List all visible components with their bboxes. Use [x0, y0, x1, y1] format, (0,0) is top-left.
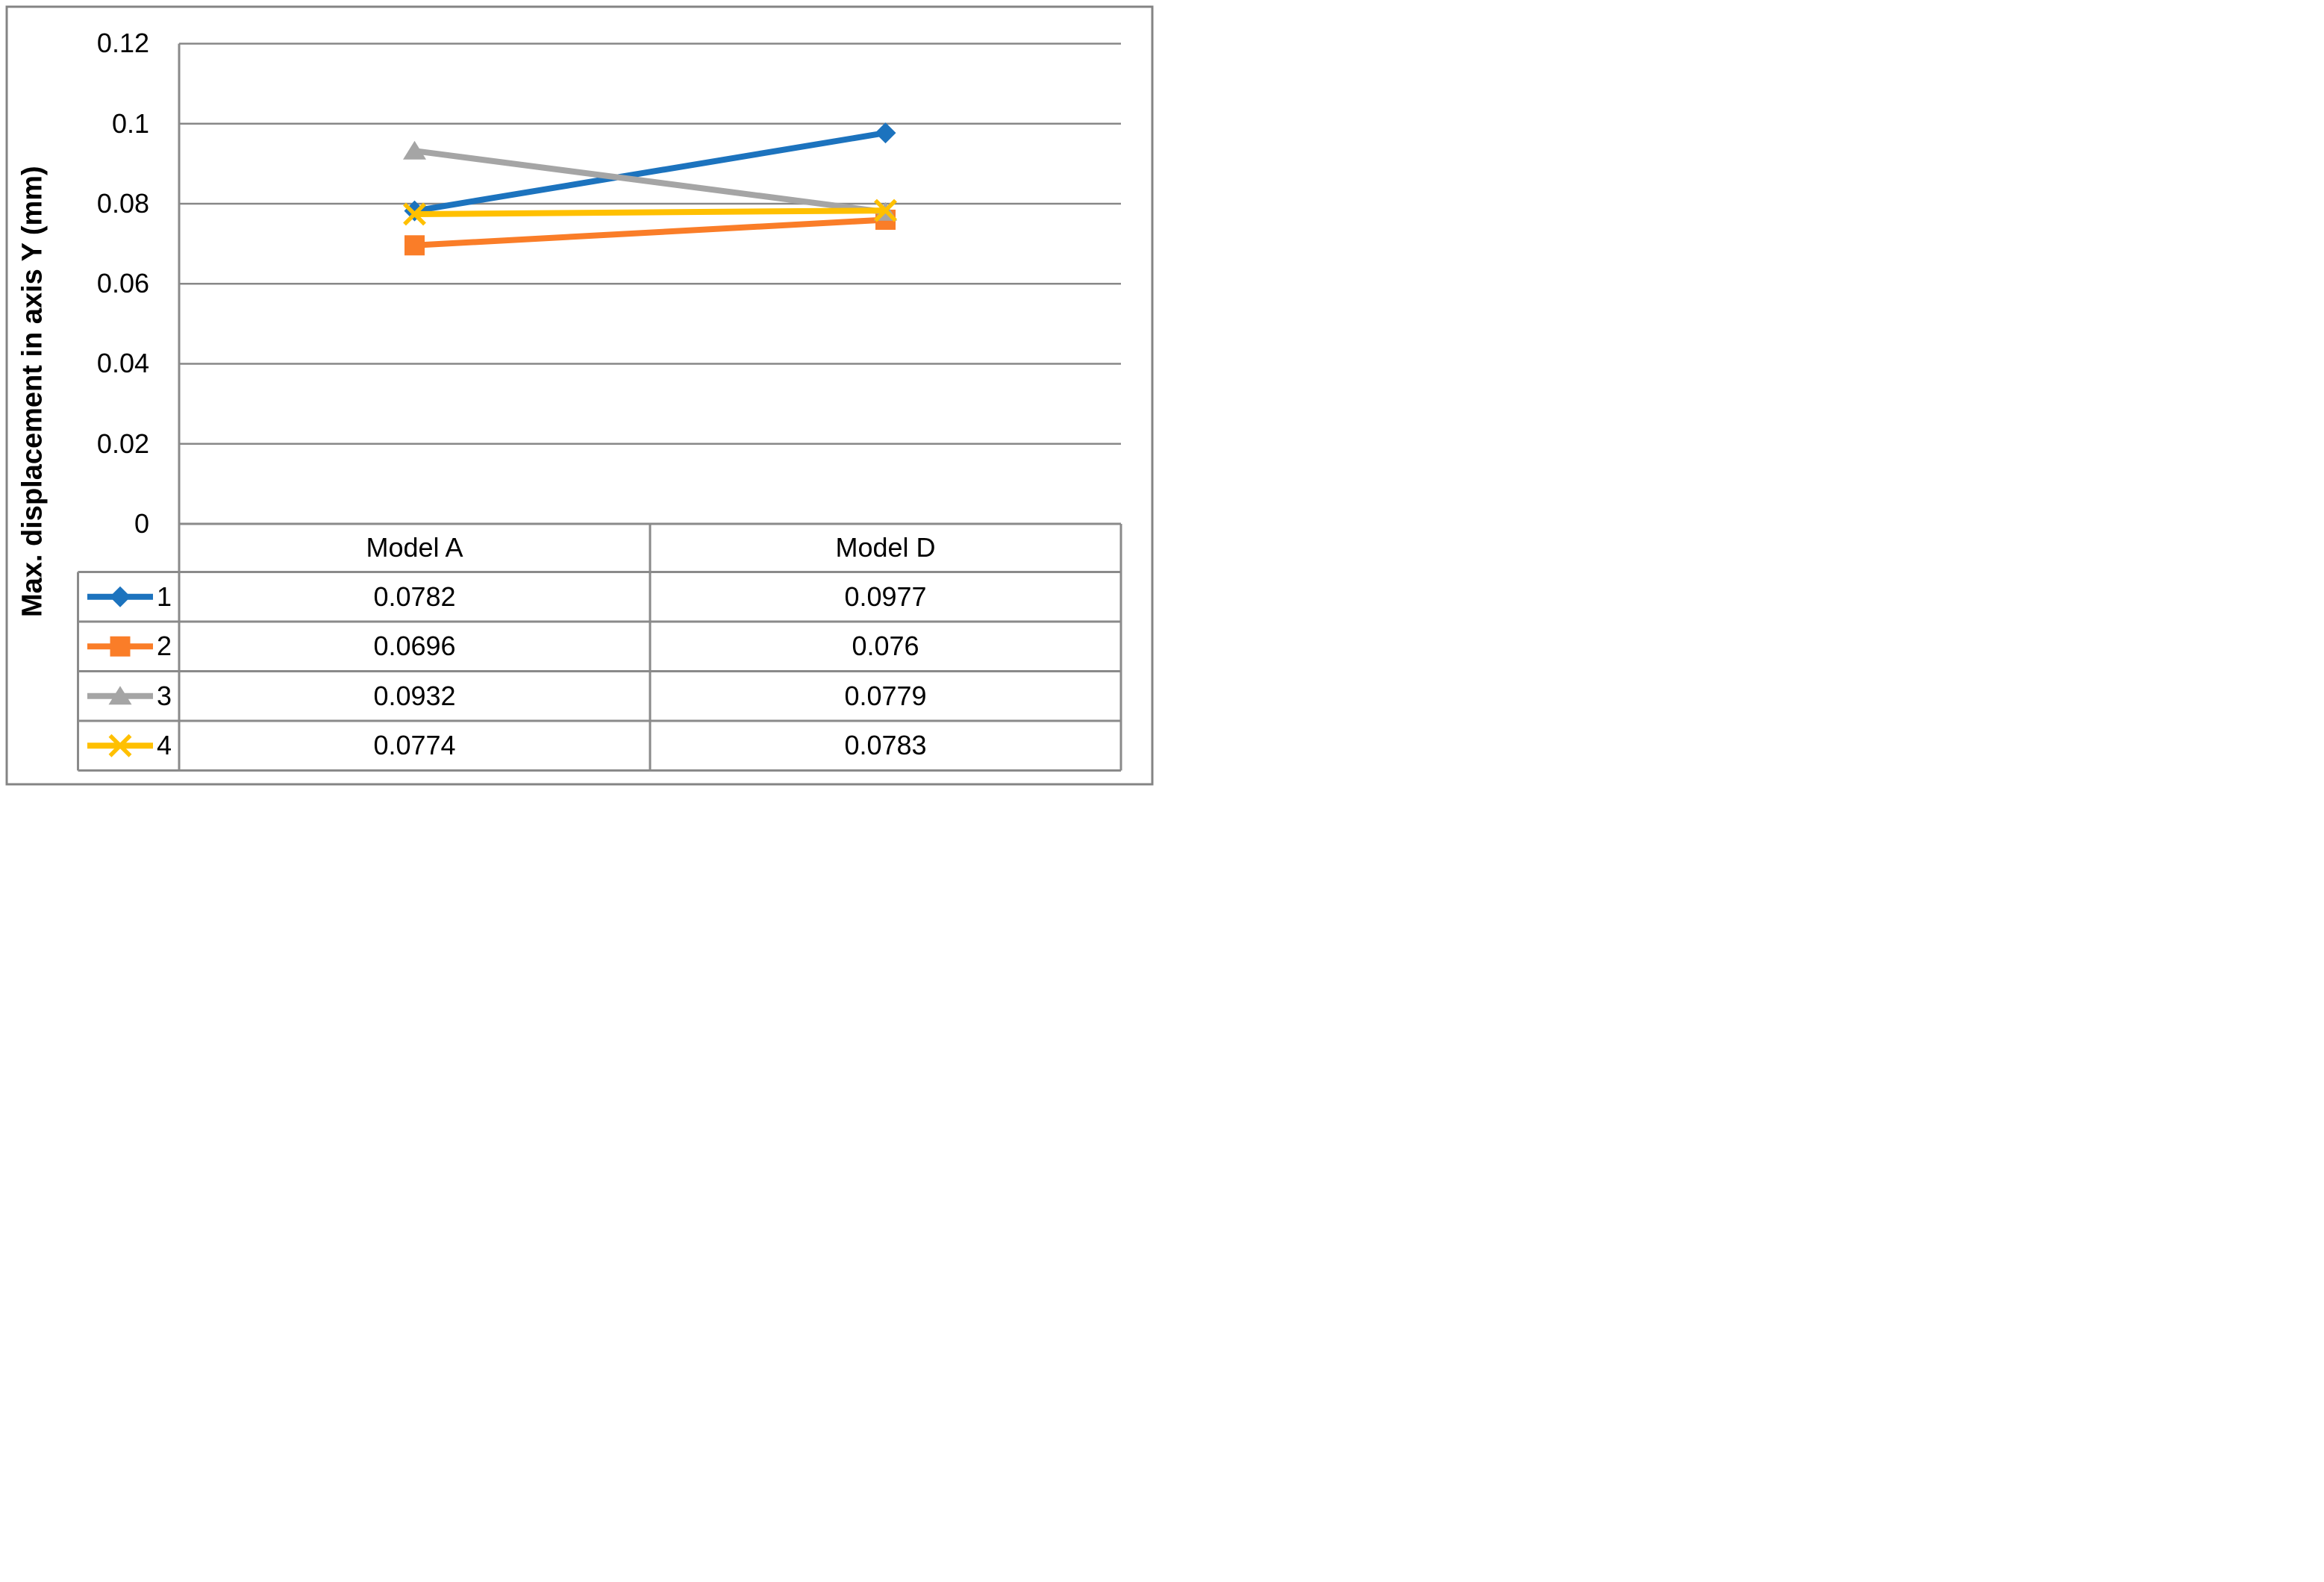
- y-tick-label: 0.12: [96, 28, 149, 58]
- table-cell: 0.076: [852, 631, 919, 661]
- y-tick-label: 0.02: [96, 428, 149, 459]
- chart-canvas: Max. displacement in axis Y (mm) 0.12 0.…: [0, 0, 1162, 791]
- legend-key-marker-1: [110, 586, 131, 607]
- legend-key-marker-2: [110, 636, 131, 657]
- legend-key-marker-4: [108, 734, 132, 757]
- table-cell: 0.0779: [844, 681, 927, 711]
- table-cell: 0.0932: [373, 681, 456, 711]
- series-4-marker-model-d: [874, 198, 897, 222]
- series-2-line: [414, 216, 886, 248]
- table-cell: 0.0783: [844, 730, 927, 760]
- table-cell: 0.0696: [373, 631, 456, 661]
- plot-area: [5, 5, 1154, 786]
- legend-series-label: 2: [157, 631, 172, 661]
- y-axis-title: Max. displacement in axis Y (mm): [16, 166, 49, 618]
- series-3-line: [413, 148, 887, 216]
- legend-series-label: 3: [157, 681, 172, 711]
- legend-series-label: 4: [157, 730, 172, 760]
- column-header-model-d: Model D: [835, 532, 936, 563]
- legend-series-label: 1: [157, 581, 172, 612]
- column-header-model-a: Model A: [366, 532, 463, 563]
- table-cell: 0.0977: [844, 581, 927, 612]
- series-1-line: [413, 130, 887, 214]
- y-tick-label: 0.1: [111, 108, 149, 139]
- series-4-line: [414, 207, 886, 217]
- series-4-marker-model-a: [403, 202, 426, 226]
- table-cell: 0.0774: [373, 730, 456, 760]
- series-3-marker-model-a: [403, 140, 426, 160]
- y-tick-label: 0.08: [96, 188, 149, 219]
- series-1-marker-model-d: [875, 122, 896, 144]
- table-cell: 0.0782: [373, 581, 456, 612]
- legend-key-marker-3: [108, 686, 132, 705]
- series-2-marker-model-a: [404, 235, 425, 256]
- y-tick-label: 0: [134, 508, 149, 539]
- chart-outer-border: [5, 5, 1154, 786]
- y-tick-label: 0.04: [96, 348, 149, 378]
- y-tick-label: 0.06: [96, 268, 149, 298]
